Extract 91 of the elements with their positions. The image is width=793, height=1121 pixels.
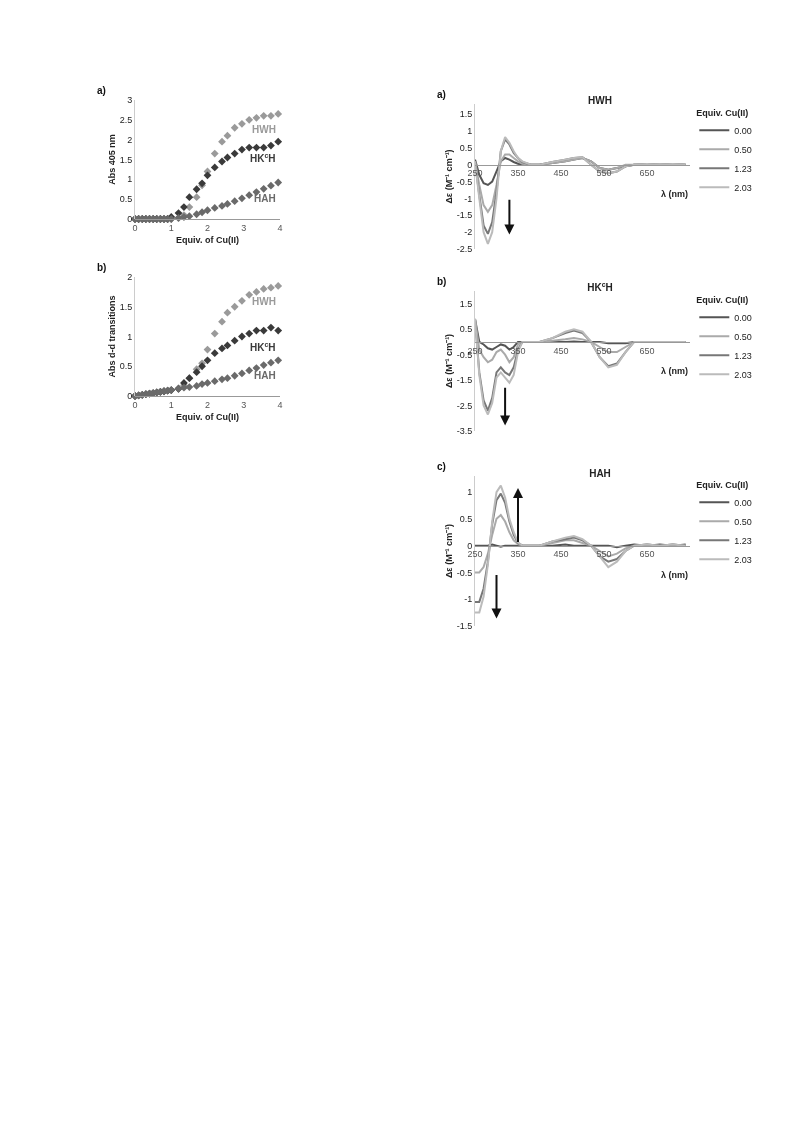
- text: b): [437, 276, 447, 287]
- legend-label: 0.50: [734, 331, 752, 342]
- x-tick-label: 1: [168, 222, 174, 233]
- y-tick-label: -1.5: [456, 210, 473, 221]
- y-tick-label: 0: [127, 214, 133, 225]
- x-tick-label: 350: [510, 549, 526, 560]
- x-tick-label: 550: [596, 168, 612, 179]
- y-tick-label: 0.5: [119, 361, 133, 372]
- x-axis-title: Equiv. of Cu(II): [176, 234, 239, 245]
- legend-title: Equiv. Cu(II): [696, 479, 749, 490]
- x-tick-label: 450: [553, 168, 569, 179]
- y-tick-label: -3.5: [456, 426, 473, 437]
- series-label: HAH: [254, 370, 276, 381]
- y-tick-label: -0.5: [456, 567, 473, 578]
- series-label: HK$^{c}$H: [250, 152, 276, 165]
- y-tick-label: 2: [127, 272, 133, 283]
- y-tick-label: 2: [127, 134, 133, 145]
- x-tick-label: 450: [553, 549, 569, 560]
- y-tick-label: -2.5: [456, 244, 473, 255]
- x-tick-label: 550: [596, 345, 612, 356]
- y-tick-label: 1.5: [459, 298, 473, 309]
- y-axis-title: Abs 405 nm: [107, 134, 118, 185]
- chart-title: HWH: [588, 95, 612, 107]
- x-tick-label: 3: [241, 222, 247, 233]
- x-tick-label: 1: [168, 399, 174, 410]
- y-tick-label: 1: [467, 126, 473, 137]
- series-label: HK$^{c}$H: [250, 341, 276, 354]
- y-tick-label: 0: [467, 159, 473, 170]
- legend-label: 1.23: [734, 163, 752, 174]
- legend-label: 0.00: [734, 125, 752, 136]
- legend-label: 1.23: [734, 535, 752, 546]
- legend-label: 2.03: [734, 182, 752, 193]
- x-tick-label: 4: [277, 399, 283, 410]
- series-label: HAH: [254, 193, 276, 204]
- y-tick-label: -1: [464, 594, 473, 605]
- y-tick-label: -2.5: [456, 400, 473, 411]
- x-tick-label: 250: [467, 549, 483, 560]
- x-tick-label: 650: [639, 345, 655, 356]
- text: a): [437, 89, 446, 100]
- y-tick-label: 0.5: [459, 324, 473, 335]
- y-tick-label: 0: [127, 391, 133, 402]
- x-tick-label: 3: [241, 399, 247, 410]
- y-axis-title: Δε (M⁻¹ cm⁻¹): [444, 149, 455, 204]
- y-axis-title: Abs d-d transitions: [107, 295, 118, 378]
- y-tick-label: -1.5: [456, 621, 473, 632]
- chart-title: HAH: [589, 467, 611, 479]
- y-tick-label: 1: [467, 487, 473, 498]
- series-label: HWH: [252, 296, 276, 307]
- legend-title: Equiv. Cu(II): [696, 294, 749, 305]
- legend-label: 2.03: [734, 554, 752, 565]
- x-tick-label: 2: [204, 222, 211, 233]
- text: a): [97, 85, 106, 96]
- legend-label: 2.03: [734, 369, 752, 380]
- x-tick-label: 450: [553, 345, 569, 356]
- y-tick-label: -1.5: [456, 375, 473, 386]
- x-tick-label: 650: [639, 549, 655, 560]
- y-axis-title: Δε (M⁻¹ cm⁻¹): [444, 523, 455, 579]
- x-tick-label: 350: [510, 345, 526, 356]
- y-tick-label: -1: [464, 193, 473, 204]
- y-tick-label: 1.5: [119, 154, 133, 165]
- y-tick-label: 0: [467, 540, 473, 551]
- series-label: HWH: [252, 124, 276, 135]
- x-axis-title: λ (nm): [661, 366, 688, 376]
- y-axis-title: Δε (M⁻¹ cm⁻¹): [444, 333, 455, 389]
- y-tick-label: 3: [127, 95, 133, 106]
- x-tick-label: 4: [277, 222, 283, 233]
- y-tick-label: 0.5: [119, 194, 133, 205]
- legend-label: 0.00: [734, 497, 752, 508]
- y-tick-label: 1.5: [119, 301, 133, 312]
- x-tick-label: 2: [204, 399, 211, 410]
- x-tick-label: 650: [639, 168, 655, 179]
- legend-label: 0.50: [734, 144, 752, 155]
- x-axis-title: λ (nm): [661, 570, 688, 580]
- chart-title: HK$^{c}$H: [587, 281, 613, 294]
- y-tick-label: 0.5: [459, 514, 473, 525]
- x-axis-title: λ (nm): [661, 189, 688, 199]
- legend-label: 0.50: [734, 516, 752, 527]
- x-axis-title: Equiv. of Cu(II): [176, 411, 239, 422]
- y-tick-label: 1: [127, 331, 133, 342]
- text: b): [97, 262, 107, 273]
- y-tick-label: -2: [464, 227, 473, 238]
- y-tick-label: 2.5: [119, 114, 133, 125]
- y-tick-label: 0.5: [459, 142, 473, 153]
- text: c): [437, 461, 446, 472]
- legend-label: 1.23: [734, 350, 752, 361]
- legend-title: Equiv. Cu(II): [696, 107, 749, 118]
- y-tick-label: 1.5: [459, 109, 473, 120]
- legend-label: 0.00: [734, 312, 752, 323]
- y-tick-label: -0.5: [456, 176, 473, 187]
- x-tick-label: 350: [510, 168, 526, 179]
- x-tick-label: 550: [596, 549, 612, 560]
